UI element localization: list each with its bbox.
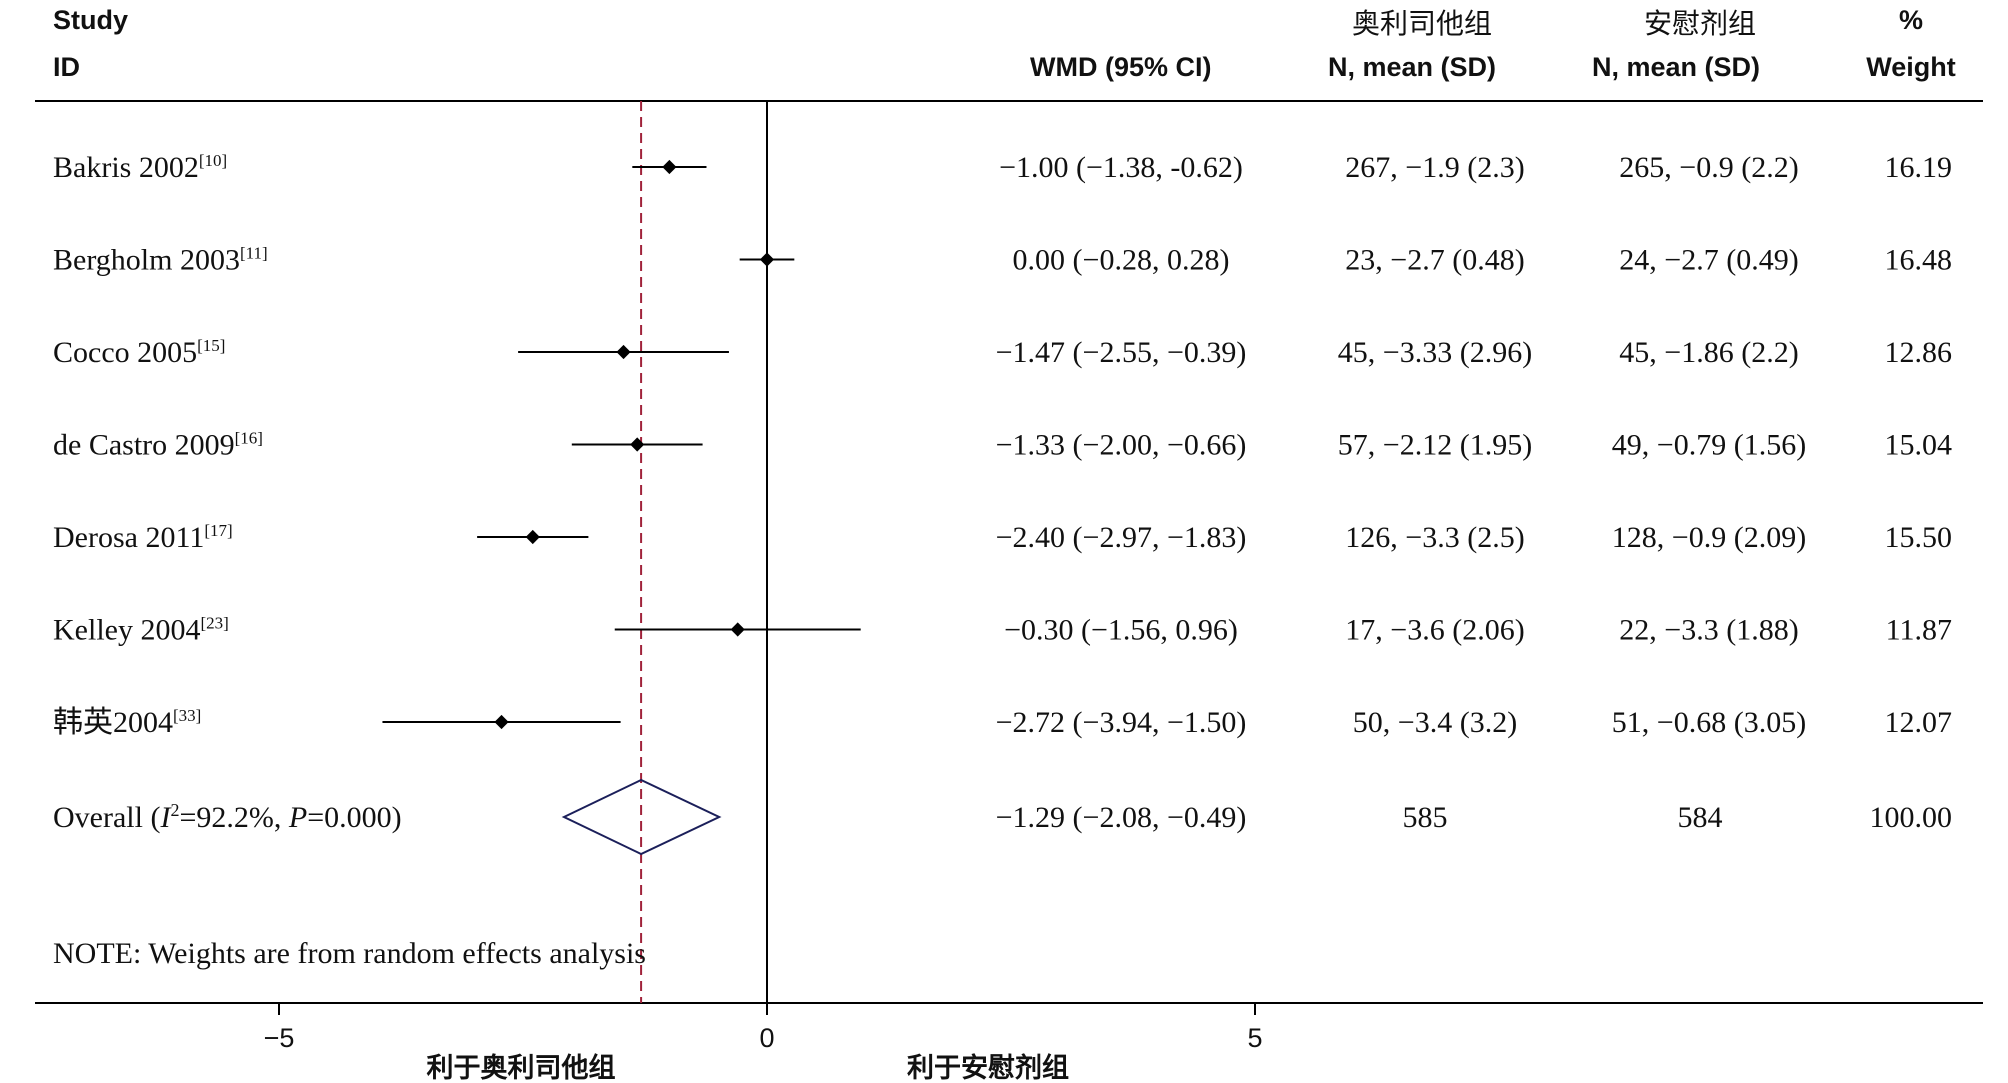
favours-left-label: 利于奥利司他组	[427, 1052, 616, 1083]
favours-right-label: 利于安慰剂组	[907, 1052, 1069, 1083]
group1-value: 17, −3.6 (2.06)	[1345, 614, 1524, 647]
group2-value: 24, −2.7 (0.49)	[1619, 244, 1798, 277]
study-label: Derosa 2011[17]	[53, 521, 233, 554]
group2-value: 49, −0.79 (1.56)	[1612, 429, 1806, 462]
weight-value: 12.86	[1885, 336, 1953, 369]
x-axis-ticks: −5 0 5	[264, 1003, 1263, 1053]
study-reference: [33]	[173, 706, 201, 725]
note-text: NOTE: Weights are from random effects an…	[53, 937, 646, 970]
study-reference: [16]	[235, 429, 263, 448]
overall-group1-total: 585	[1403, 801, 1448, 834]
header-group2-name: 安慰剂组	[1644, 7, 1756, 40]
point-estimate	[730, 622, 745, 637]
header-group2-sub: N, mean (SD)	[1592, 52, 1760, 82]
overall-row: Overall (I2=92.2%, P=0.000) −1.29 (−2.08,…	[53, 778, 1953, 856]
study-name: Bergholm 2003	[53, 244, 240, 277]
study-label: Bakris 2002[10]	[53, 151, 227, 184]
study-rows: Bakris 2002[10] −1.00 (−1.38, -0.62) 267, …	[53, 151, 1952, 739]
x-tick-label: −5	[264, 1023, 295, 1053]
group1-value: 45, −3.33 (2.96)	[1338, 336, 1532, 369]
header-weight-pct: %	[1899, 5, 1923, 35]
study-label: 韩英2004[33]	[53, 706, 201, 739]
group1-value: 267, −1.9 (2.3)	[1345, 151, 1524, 184]
point-estimate	[525, 529, 540, 545]
weight-value: 16.19	[1885, 151, 1953, 184]
overall-diamond	[561, 778, 722, 856]
overall-wmd-ci: −1.29 (−2.08, −0.49)	[996, 801, 1247, 834]
study-reference: [17]	[204, 521, 232, 540]
study-name: Cocco 2005	[53, 336, 197, 369]
overall-group2-total: 584	[1678, 801, 1723, 834]
weight-value: 15.50	[1885, 521, 1953, 554]
study-reference: [10]	[199, 151, 227, 170]
i2-value: =92.2%,	[179, 801, 288, 834]
group2-value: 45, −1.86 (2.2)	[1619, 336, 1798, 369]
study-row: Bakris 2002[10] −1.00 (−1.38, -0.62) 267, …	[53, 151, 1952, 184]
study-label: Cocco 2005[15]	[53, 336, 225, 369]
study-reference: [11]	[240, 244, 268, 263]
point-estimate	[662, 159, 677, 175]
header-weight-label: Weight	[1866, 52, 1956, 82]
weight-value: 11.87	[1886, 614, 1952, 647]
weight-value: 15.04	[1885, 429, 1953, 462]
p-symbol: P	[288, 801, 307, 834]
wmd-ci-value: −2.40 (−2.97, −1.83)	[996, 521, 1247, 554]
study-row: Cocco 2005[15] −1.47 (−2.55, −0.39) 45, −3…	[53, 336, 1952, 369]
group1-value: 50, −3.4 (3.2)	[1353, 706, 1517, 739]
study-name: Derosa 2011	[53, 521, 204, 554]
group2-value: 22, −3.3 (1.88)	[1619, 614, 1798, 647]
point-estimate	[630, 437, 645, 452]
study-row: Derosa 2011[17] −2.40 (−2.97, −1.83) 126, …	[53, 521, 1952, 554]
group2-value: 51, −0.68 (3.05)	[1612, 706, 1806, 739]
study-reference: [23]	[200, 614, 228, 633]
study-name: Bakris 2002	[53, 151, 199, 184]
header-group1-sub: N, mean (SD)	[1328, 52, 1496, 82]
point-estimate	[759, 252, 775, 267]
study-label: Bergholm 2003[11]	[53, 244, 268, 277]
header-wmd: WMD (95% CI)	[1030, 52, 1212, 82]
wmd-ci-value: −1.00 (−1.38, -0.62)	[999, 151, 1243, 184]
study-row: Kelley 2004[23] −0.30 (−1.56, 0.96) 17, −3…	[53, 614, 1952, 647]
point-estimate	[494, 714, 509, 730]
group1-value: 126, −3.3 (2.5)	[1345, 521, 1524, 554]
study-reference: [15]	[197, 336, 225, 355]
p-value: =0.000)	[307, 801, 401, 834]
overall-prefix: Overall (	[53, 801, 160, 834]
group1-value: 23, −2.7 (0.48)	[1345, 244, 1524, 277]
group2-value: 265, −0.9 (2.2)	[1619, 151, 1798, 184]
study-row: de Castro 2009[16] −1.33 (−2.00, −0.66) 57…	[53, 429, 1952, 462]
header-study: Study	[53, 5, 128, 35]
x-tick-label: 5	[1247, 1023, 1262, 1053]
overall-label: Overall (I2=92.2%, P=0.000)	[53, 800, 402, 834]
overall-weight: 100.00	[1870, 801, 1953, 834]
header-group1-name: 奥利司他组	[1352, 7, 1492, 40]
wmd-ci-value: −1.33 (−2.00, −0.66)	[996, 429, 1247, 462]
group1-value: 57, −2.12 (1.95)	[1338, 429, 1532, 462]
wmd-ci-value: −2.72 (−3.94, −1.50)	[996, 706, 1247, 739]
x-tick-label: 0	[759, 1023, 774, 1053]
study-name: 韩英2004	[53, 706, 173, 739]
wmd-ci-value: −0.30 (−1.56, 0.96)	[1004, 614, 1238, 647]
point-estimate	[616, 344, 631, 360]
group2-value: 128, −0.9 (2.09)	[1612, 521, 1806, 554]
header-id: ID	[53, 52, 80, 82]
study-row: Bergholm 2003[11] 0.00 (−0.28, 0.28) 23, −…	[53, 244, 1952, 277]
study-label: Kelley 2004[23]	[53, 614, 229, 647]
wmd-ci-value: −1.47 (−2.55, −0.39)	[996, 336, 1247, 369]
study-label: de Castro 2009[16]	[53, 429, 263, 462]
study-name: Kelley 2004	[53, 614, 200, 647]
study-row: 韩英2004[33] −2.72 (−3.94, −1.50) 50, −3.4 (…	[53, 706, 1952, 739]
i2-symbol: I	[159, 801, 172, 834]
weight-value: 16.48	[1885, 244, 1953, 277]
weight-value: 12.07	[1885, 706, 1953, 739]
study-name: de Castro 2009	[53, 429, 235, 462]
i2-exponent: 2	[170, 800, 179, 820]
wmd-ci-value: 0.00 (−0.28, 0.28)	[1013, 244, 1230, 277]
